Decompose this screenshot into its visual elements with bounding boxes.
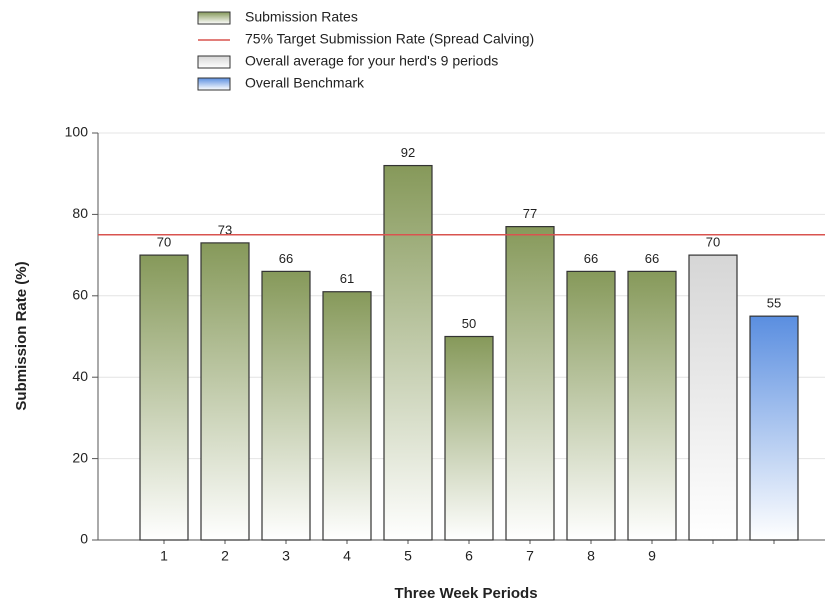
- x-tick-label: 2: [221, 548, 229, 564]
- y-tick-label: 100: [65, 124, 89, 140]
- data-label: 66: [645, 251, 659, 266]
- legend-label: Submission Rates: [245, 9, 358, 25]
- y-tick-label: 60: [72, 287, 88, 303]
- x-tick-label: 6: [465, 548, 473, 564]
- y-tick-label: 40: [72, 368, 88, 384]
- data-label: 50: [462, 316, 476, 331]
- bar: [139, 254, 189, 541]
- x-tick-label: 5: [404, 548, 412, 564]
- x-tick-label: 8: [587, 548, 595, 564]
- data-label: 61: [340, 271, 354, 286]
- legend-label: 75% Target Submission Rate (Spread Calvi…: [245, 31, 534, 47]
- x-tick-label: 4: [343, 548, 351, 564]
- y-axis-title: Submission Rate (%): [13, 261, 30, 410]
- y-tick-label: 20: [72, 449, 88, 465]
- legend-label: Overall average for your herd's 9 period…: [245, 53, 498, 69]
- data-label: 73: [218, 222, 232, 237]
- legend-swatch: [197, 77, 231, 91]
- legend-swatch: [197, 55, 231, 69]
- y-tick-label: 0: [80, 531, 88, 547]
- bar: [322, 291, 372, 541]
- data-label: 66: [279, 251, 293, 266]
- bar: [200, 242, 250, 541]
- y-tick-label: 80: [72, 205, 88, 221]
- legend-swatch: [197, 11, 231, 25]
- bar: [688, 254, 738, 541]
- bar: [749, 315, 799, 541]
- x-tick-label: 1: [160, 548, 168, 564]
- data-label: 66: [584, 251, 598, 266]
- data-label: 55: [767, 296, 781, 311]
- x-tick-label: 9: [648, 548, 656, 564]
- x-tick-label: 3: [282, 548, 290, 564]
- bar: [383, 164, 433, 541]
- x-tick-label: 7: [526, 548, 534, 564]
- bar: [566, 270, 616, 541]
- data-label: 92: [401, 145, 415, 160]
- data-label: 70: [706, 235, 720, 250]
- data-label: 77: [523, 206, 537, 221]
- legend-label: Overall Benchmark: [245, 75, 365, 91]
- bar: [627, 270, 677, 541]
- data-label: 70: [157, 235, 171, 250]
- bar: [505, 226, 555, 541]
- bar: [261, 270, 311, 541]
- bar: [444, 335, 494, 541]
- x-axis-title: Three Week Periods: [394, 585, 537, 602]
